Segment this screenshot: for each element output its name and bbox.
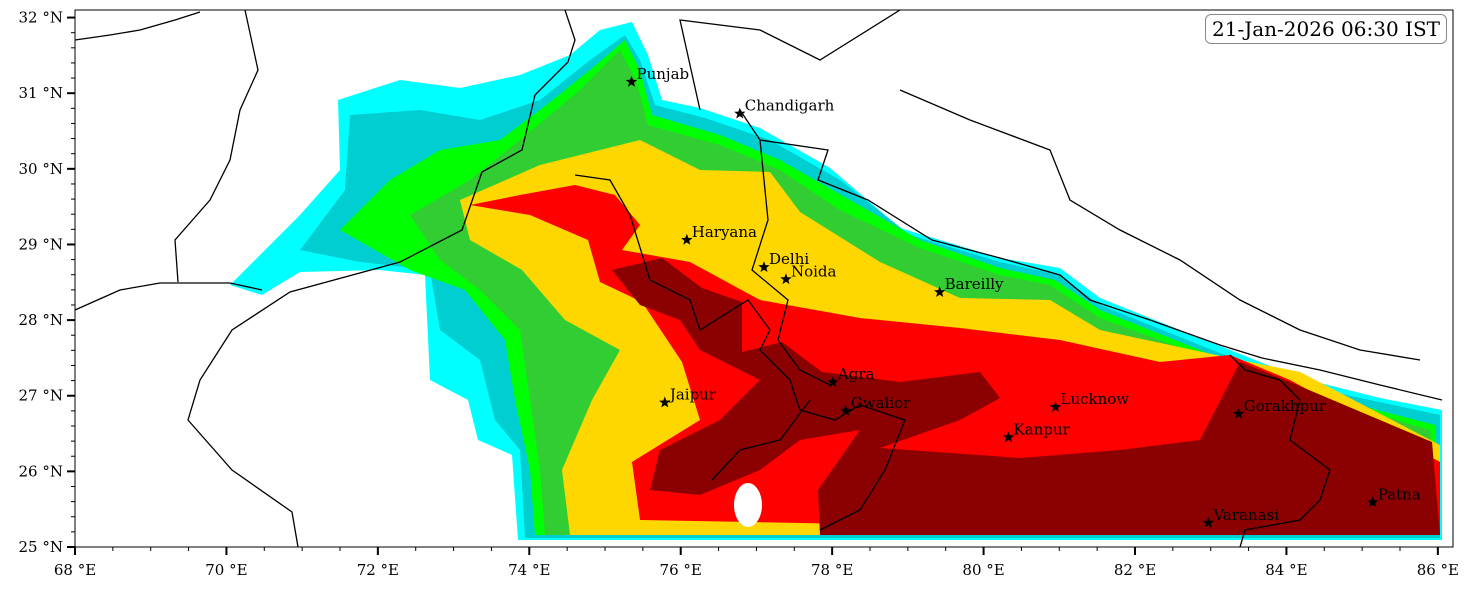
city-label: Lucknow: [1061, 390, 1130, 408]
star-icon: [734, 107, 746, 119]
boundary-line: [679, 10, 901, 111]
y-tick-label: 25 °N: [19, 538, 63, 556]
axis-ticks: 68 °E 70 °E 72 °E 74 °E 76 °E 78 °E 80 °E 82 °E…: [19, 9, 1459, 579]
star-icon: [625, 75, 638, 87]
boundaries: [75, 10, 1443, 547]
star-icon: [758, 261, 770, 272]
star-icon: [840, 404, 852, 416]
city-punjab: Punjab: [625, 65, 690, 87]
city-agra: Agra: [827, 365, 875, 387]
city-label: Kanpur: [1014, 420, 1071, 438]
city-label: Gwalior: [851, 394, 911, 412]
y-tick-label: 29 °N: [19, 235, 63, 253]
star-icon: [1049, 401, 1062, 412]
y-tick-label: 32 °N: [19, 9, 63, 27]
city-gwalior: Gwalior: [840, 394, 911, 416]
star-icon: [780, 273, 792, 285]
boundary-line: [739, 109, 1443, 401]
y-tick-label: 26 °N: [19, 462, 63, 480]
city-label: Bareilly: [945, 275, 1004, 293]
city-kanpur: Kanpur: [1002, 420, 1071, 443]
city-noida: Noida: [780, 262, 837, 285]
city-haryana: Haryana: [681, 223, 757, 245]
fog-level-7: [612, 258, 1440, 535]
x-tick-label: 68 °E: [54, 561, 96, 579]
plot-frame: [74, 9, 1454, 548]
star-icon: [681, 233, 693, 245]
star-icon: [827, 376, 839, 387]
x-tick-label: 82 °E: [1114, 561, 1156, 579]
city-label: Haryana: [692, 223, 757, 241]
boundary-line: [899, 89, 1421, 361]
clear-patch: [734, 483, 762, 527]
y-tick-label: 28 °N: [19, 311, 63, 329]
timestamp-label: 21-Jan-2026 06:30 IST: [1205, 14, 1447, 44]
city-label: Varanasi: [1212, 506, 1279, 524]
y-tick-label: 31 °N: [19, 84, 63, 102]
city-label: Delhi: [769, 250, 809, 268]
boundary-line: [75, 282, 263, 311]
boundary-line: [1229, 354, 1331, 547]
city-bareilly: Bareilly: [934, 275, 1004, 297]
x-tick-label: 80 °E: [962, 561, 1004, 579]
fog-contours: [230, 22, 1442, 540]
boundary-line: [174, 10, 259, 283]
x-tick-label: 86 °E: [1417, 561, 1459, 579]
star-icon: [659, 396, 671, 408]
x-tick-label: 70 °E: [205, 561, 247, 579]
star-icon: [1233, 407, 1245, 419]
city-jaipur: Jaipur: [659, 386, 717, 408]
boundary-line: [751, 139, 831, 386]
boundary-line: [75, 11, 201, 41]
city-label: Punjab: [637, 65, 690, 83]
star-icon: [1367, 496, 1379, 508]
city-label: Noida: [791, 262, 837, 280]
city-label: Agra: [837, 365, 875, 383]
x-tick-label: 74 °E: [508, 561, 550, 579]
city-gorakhpur: Gorakhpur: [1233, 397, 1327, 419]
star-icon: [1202, 516, 1215, 528]
y-tick-label: 27 °N: [19, 387, 63, 405]
boundary-line: [574, 174, 906, 531]
city-lucknow: Lucknow: [1049, 390, 1130, 412]
x-tick-label: 78 °E: [811, 561, 853, 579]
city-label: Patna: [1378, 485, 1421, 503]
city-label: Jaipur: [668, 386, 717, 404]
city-patna: Patna: [1367, 485, 1421, 508]
x-tick-label: 76 °E: [660, 561, 702, 579]
star-icon: [934, 286, 946, 297]
star-icon: [1002, 431, 1015, 443]
x-tick-label: 84 °E: [1265, 561, 1307, 579]
city-label: Gorakhpur: [1244, 397, 1327, 415]
boundary-line: [187, 10, 576, 547]
city-label: Chandigarh: [745, 97, 835, 115]
boundary-line: [711, 399, 811, 481]
city-varanasi: Varanasi: [1202, 506, 1279, 528]
y-tick-label: 30 °N: [19, 160, 63, 178]
city-delhi: Delhi: [758, 250, 809, 272]
x-tick-label: 72 °E: [357, 561, 399, 579]
city-chandigarh: Chandigarh: [734, 97, 835, 119]
